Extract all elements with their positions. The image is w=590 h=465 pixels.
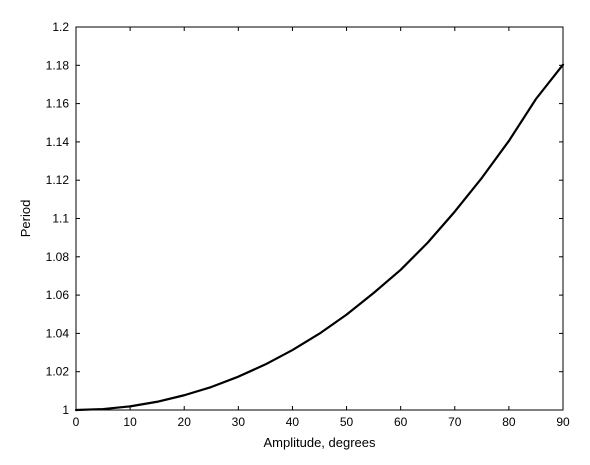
y-tick-label: 1.18 — [46, 58, 70, 72]
y-tick-label: 1.06 — [46, 288, 70, 302]
x-tick-label: 80 — [502, 415, 516, 429]
x-tick-label: 90 — [556, 415, 570, 429]
x-tick-label: 10 — [123, 415, 137, 429]
y-tick-label: 1 — [62, 403, 69, 417]
plot-frame — [75, 26, 564, 411]
y-tick-label: 1.04 — [46, 326, 70, 340]
y-tick-label: 1.02 — [46, 365, 70, 379]
x-axis-ticks: 0 10 20 30 40 50 60 70 80 90 — [73, 27, 570, 429]
x-tick-label: 70 — [448, 415, 462, 429]
x-axis-label: Amplitude, degrees — [263, 435, 376, 450]
x-tick-label: 60 — [394, 415, 408, 429]
y-tick-label: 1.12 — [46, 173, 70, 187]
x-tick-label: 50 — [340, 415, 354, 429]
y-tick-label: 1.1 — [52, 212, 69, 226]
y-axis-label: Period — [18, 200, 33, 238]
y-axis-ticks: 1 1.02 1.04 1.06 1.08 1.1 1.12 1.14 1.16 1.18 1.2 — [46, 20, 563, 417]
x-tick-label: 30 — [232, 415, 246, 429]
y-tick-label: 1.08 — [46, 250, 70, 264]
period-series-line — [74, 63, 565, 412]
x-tick-label: 20 — [178, 415, 192, 429]
y-tick-label: 1.2 — [52, 20, 69, 34]
y-tick-label: 1.14 — [46, 135, 70, 149]
y-tick-label: 1.16 — [46, 97, 70, 111]
x-tick-label: 0 — [73, 415, 80, 429]
x-tick-label: 40 — [286, 415, 300, 429]
